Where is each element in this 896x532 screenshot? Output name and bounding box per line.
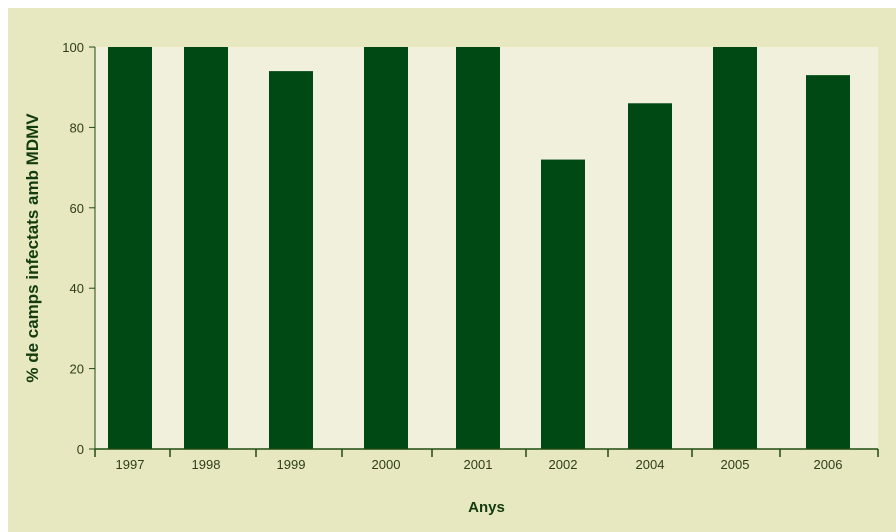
x-tick-label-2001: 2001 — [464, 457, 493, 472]
bars-group — [108, 47, 850, 449]
y-tick-label: 100 — [62, 40, 84, 55]
bar-2006 — [806, 75, 850, 449]
x-tick-label-2004: 2004 — [636, 457, 665, 472]
x-tick-label-2000: 2000 — [372, 457, 401, 472]
x-tick-label-2002: 2002 — [549, 457, 578, 472]
bar-2001 — [456, 47, 500, 449]
y-tick-label: 60 — [70, 201, 84, 216]
bar-1999 — [269, 71, 313, 449]
bar-1997 — [108, 47, 152, 449]
x-tick-label-2005: 2005 — [721, 457, 750, 472]
axes-group: 0 20 40 60 80 100 1997 1998 1999 2000 2001 2002 2004… — [62, 40, 879, 472]
bar-2004 — [628, 103, 672, 449]
y-tick-label: 40 — [70, 281, 84, 296]
bar-1998 — [184, 47, 228, 449]
x-tick-label-1999: 1999 — [277, 457, 306, 472]
y-tick-label: 0 — [77, 442, 84, 457]
y-tick-label: 80 — [70, 120, 84, 135]
y-axis-title: % de camps infectats amb MDMV — [23, 113, 42, 383]
x-tick-label-2006: 2006 — [814, 457, 843, 472]
bar-chart: 0 20 40 60 80 100 1997 1998 1999 2000 2001 2002 2004… — [23, 40, 879, 516]
bar-2000 — [364, 47, 408, 449]
x-tick-label-1998: 1998 — [192, 457, 221, 472]
y-tick-label: 20 — [70, 362, 84, 377]
bar-2005 — [713, 47, 757, 449]
x-axis-title: Anys — [468, 499, 505, 516]
chart-container: 0 20 40 60 80 100 1997 1998 1999 2000 2001 2002 2004… — [8, 8, 896, 532]
bar-2002 — [541, 159, 585, 449]
x-tick-label-1997: 1997 — [116, 457, 145, 472]
